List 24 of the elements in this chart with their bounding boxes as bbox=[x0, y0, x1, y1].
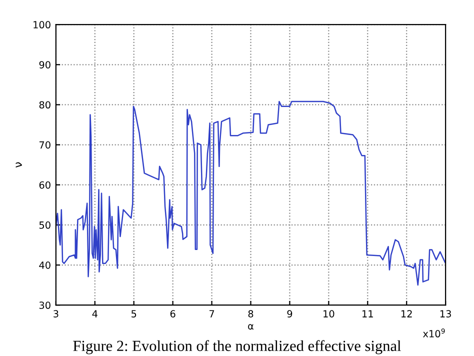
x-tick-label: 11 bbox=[362, 310, 373, 318]
x-tick-label: 9 bbox=[287, 310, 292, 318]
y-tick-label: 90 bbox=[39, 61, 50, 68]
y-tick-label: 30 bbox=[39, 302, 50, 309]
x-tick-label: 4 bbox=[92, 310, 98, 318]
y-tick-label: 70 bbox=[39, 141, 50, 149]
x-tick-label: 6 bbox=[170, 310, 176, 318]
y-tick-label: 80 bbox=[39, 101, 50, 109]
x-tick-label: 5 bbox=[132, 310, 136, 318]
text: x10$^{9}$ bbox=[422, 328, 445, 338]
line-series bbox=[56, 100, 446, 286]
caption: Figure 2: Evolution of the normalized effective signal bbox=[73, 340, 401, 354]
y-axis-title: ν bbox=[16, 162, 22, 168]
x-tick-label: 8 bbox=[248, 310, 254, 318]
x-tick-label: 3 bbox=[54, 310, 58, 318]
y-tick-label: 40 bbox=[39, 261, 50, 269]
x-tick-label: 10 bbox=[324, 310, 334, 318]
x-tick-label: 12 bbox=[401, 310, 412, 318]
y-tick-label: 60 bbox=[39, 181, 50, 189]
y-tick-label: 50 bbox=[39, 221, 50, 229]
x-tick-label: 13 bbox=[440, 310, 451, 318]
x-axis-title: α bbox=[248, 324, 254, 330]
y-tick-label: 100 bbox=[34, 21, 50, 28]
x-tick-label: 7 bbox=[209, 310, 214, 318]
